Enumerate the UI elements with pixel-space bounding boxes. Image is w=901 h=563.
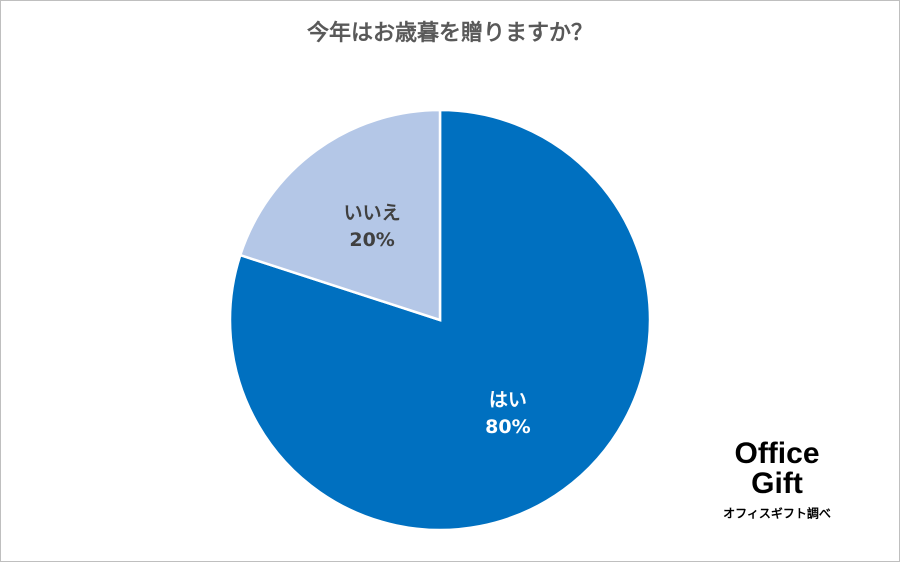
logo-line: Gift [751,467,803,500]
pie-slice [238,108,442,322]
slice-value-label: 80% [485,416,530,438]
logo-line: Office [734,437,819,470]
chart-title: 今年はお歳暮を贈りますか？ [307,20,593,46]
source-note: オフィスギフト調べ [723,506,831,521]
slice-label: いいえ [344,202,401,224]
slice-value-label: 20% [349,229,394,251]
slice-label: はい [489,389,527,411]
